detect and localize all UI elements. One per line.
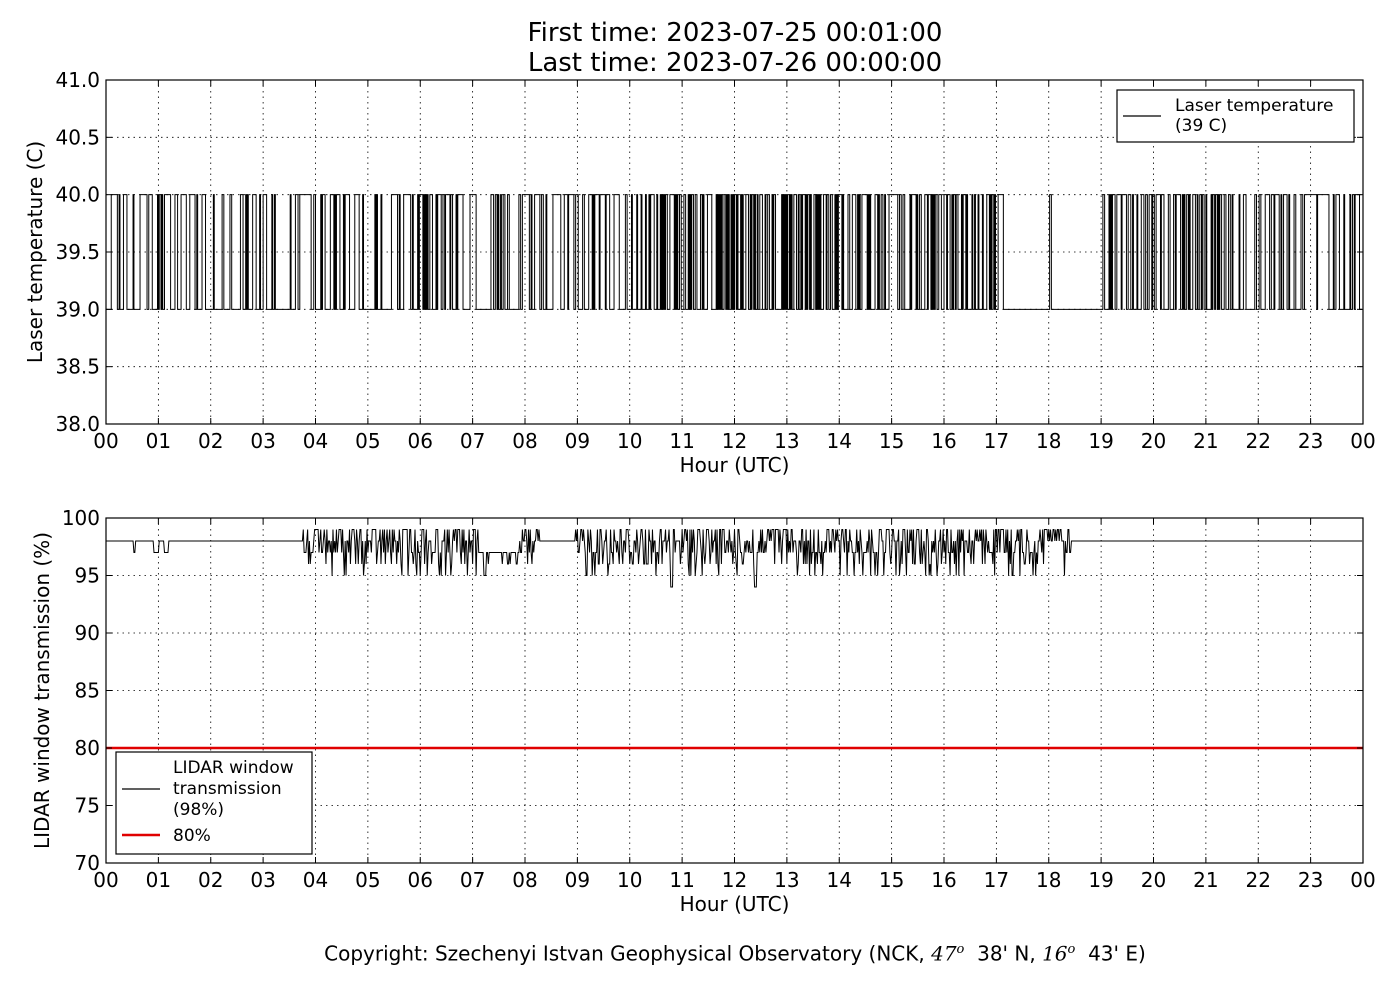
chart-title-line-2: Last time: 2023-07-26 00:00:00 xyxy=(527,48,943,78)
x-tick-label: 02 xyxy=(198,868,223,892)
x-tick-label: 12 xyxy=(722,429,747,453)
x-tick-label: 12 xyxy=(722,868,747,892)
longitude-minutes: 43' E) xyxy=(1088,941,1146,966)
legend: Laser temperature (39 C) xyxy=(1116,89,1355,143)
x-tick-label: 17 xyxy=(984,429,1009,453)
y-tick-label: 75 xyxy=(75,794,100,818)
x-tick-label: 16 xyxy=(931,868,956,892)
x-tick-label: 06 xyxy=(408,868,433,892)
x-axis-label: Hour (UTC) xyxy=(680,892,790,916)
latitude-degrees: 47 xyxy=(931,941,957,966)
x-tick-label: 13 xyxy=(774,868,799,892)
x-tick-label: 20 xyxy=(1141,868,1166,892)
x-tick-label: 14 xyxy=(827,868,852,892)
y-tick-label: 38.5 xyxy=(55,355,100,379)
longitude-degrees: 16 xyxy=(1042,941,1068,966)
y-tick-label: 85 xyxy=(75,679,100,703)
x-tick-label: 01 xyxy=(146,868,171,892)
degree-mark: o xyxy=(956,942,965,957)
x-tick-label: 23 xyxy=(1298,868,1323,892)
copyright-text: Copyright: Szechenyi Istvan Geophysical … xyxy=(324,941,925,966)
legend-label-laser-temperature-value: (39 C) xyxy=(1175,116,1227,136)
latitude-minutes: 38' N, xyxy=(977,941,1036,966)
grid xyxy=(106,518,1363,863)
x-tick-label: 04 xyxy=(303,868,328,892)
x-tick-label: 16 xyxy=(931,429,956,453)
x-tick-label: 23 xyxy=(1298,429,1323,453)
lidar-transmission-panel: 00 01 02 03 04 05 06 07 08 09 10 11 12 13 14 15 16 17 18 19… xyxy=(30,506,1376,916)
x-tick-label: 00 xyxy=(93,429,118,453)
x-tick-label: 05 xyxy=(355,429,380,453)
x-tick-label: 20 xyxy=(1141,429,1166,453)
x-tick-label: 07 xyxy=(460,429,485,453)
degree-mark: o xyxy=(1067,942,1076,957)
copyright-footer: Copyright: Szechenyi Istvan Geophysical … xyxy=(0,937,1400,967)
x-axis-label: Hour (UTC) xyxy=(680,453,790,477)
chart-title-line-1: First time: 2023-07-25 00:01:00 xyxy=(527,18,943,48)
legend-label-lidar-line3: (98%) xyxy=(173,800,224,820)
y-tick-label: 100 xyxy=(62,506,100,530)
axis-ticks: 00 01 02 03 04 05 06 07 08 09 10 11 12 13 14 15 16 17 18 19… xyxy=(62,506,1376,892)
y-axis-label: LIDAR window transmission (%) xyxy=(30,532,54,849)
y-axis-label: Laser temperature (C) xyxy=(23,141,47,363)
y-tick-label: 70 xyxy=(75,851,100,875)
x-tick-label: 07 xyxy=(460,868,485,892)
x-tick-label: 01 xyxy=(146,429,171,453)
legend-label-lidar-line1: LIDAR window xyxy=(173,758,294,778)
legend-label-laser-temperature: Laser temperature xyxy=(1175,96,1333,116)
x-tick-label: 08 xyxy=(512,429,537,453)
x-tick-label: 13 xyxy=(774,429,799,453)
x-tick-label: 00 xyxy=(1350,868,1375,892)
y-tick-label: 95 xyxy=(75,564,100,588)
y-tick-label: 41.0 xyxy=(55,68,100,92)
laser-temperature-panel: 00 01 02 03 04 05 06 07 08 09 10 11 12 13 14 15 16 17 18 19… xyxy=(23,68,1376,477)
legend-label-80-percent: 80% xyxy=(173,826,211,846)
lidar-transmission-series-line xyxy=(106,529,1363,588)
x-tick-label: 18 xyxy=(1036,429,1061,453)
x-tick-label: 11 xyxy=(669,429,694,453)
x-tick-label: 14 xyxy=(827,429,852,453)
x-tick-label: 15 xyxy=(879,429,904,453)
y-tick-label: 80 xyxy=(75,736,100,760)
y-tick-label: 40.0 xyxy=(55,183,100,207)
x-tick-label: 22 xyxy=(1246,868,1271,892)
x-tick-label: 02 xyxy=(198,429,223,453)
x-tick-label: 09 xyxy=(565,868,590,892)
x-tick-label: 21 xyxy=(1193,429,1218,453)
x-tick-label: 08 xyxy=(512,868,537,892)
x-tick-label: 19 xyxy=(1088,429,1113,453)
axis-ticks: 00 01 02 03 04 05 06 07 08 09 10 11 12 13 14 15 16 17 18 19… xyxy=(55,68,1375,453)
legend-box xyxy=(115,751,313,855)
y-tick-label: 39.5 xyxy=(55,240,100,264)
y-tick-label: 38.0 xyxy=(55,412,100,436)
x-tick-label: 06 xyxy=(408,429,433,453)
laser-temperature-series-line xyxy=(106,194,1363,310)
x-tick-label: 00 xyxy=(93,868,118,892)
x-tick-label: 09 xyxy=(565,429,590,453)
x-tick-label: 00 xyxy=(1350,429,1375,453)
x-tick-label: 19 xyxy=(1088,868,1113,892)
x-tick-label: 05 xyxy=(355,868,380,892)
x-tick-label: 11 xyxy=(669,868,694,892)
x-tick-label: 10 xyxy=(617,429,642,453)
legend: LIDAR window transmission (98%) 80% xyxy=(115,751,313,855)
y-tick-label: 90 xyxy=(75,621,100,645)
x-tick-label: 03 xyxy=(250,868,275,892)
y-tick-label: 40.5 xyxy=(55,125,100,149)
x-tick-label: 21 xyxy=(1193,868,1218,892)
x-tick-label: 10 xyxy=(617,868,642,892)
x-tick-label: 17 xyxy=(984,868,1009,892)
x-tick-label: 15 xyxy=(879,868,904,892)
x-tick-label: 03 xyxy=(250,429,275,453)
x-tick-label: 22 xyxy=(1246,429,1271,453)
x-tick-label: 18 xyxy=(1036,868,1061,892)
y-tick-label: 39.0 xyxy=(55,297,100,321)
legend-label-lidar-line2: transmission xyxy=(173,779,282,799)
x-tick-label: 04 xyxy=(303,429,328,453)
